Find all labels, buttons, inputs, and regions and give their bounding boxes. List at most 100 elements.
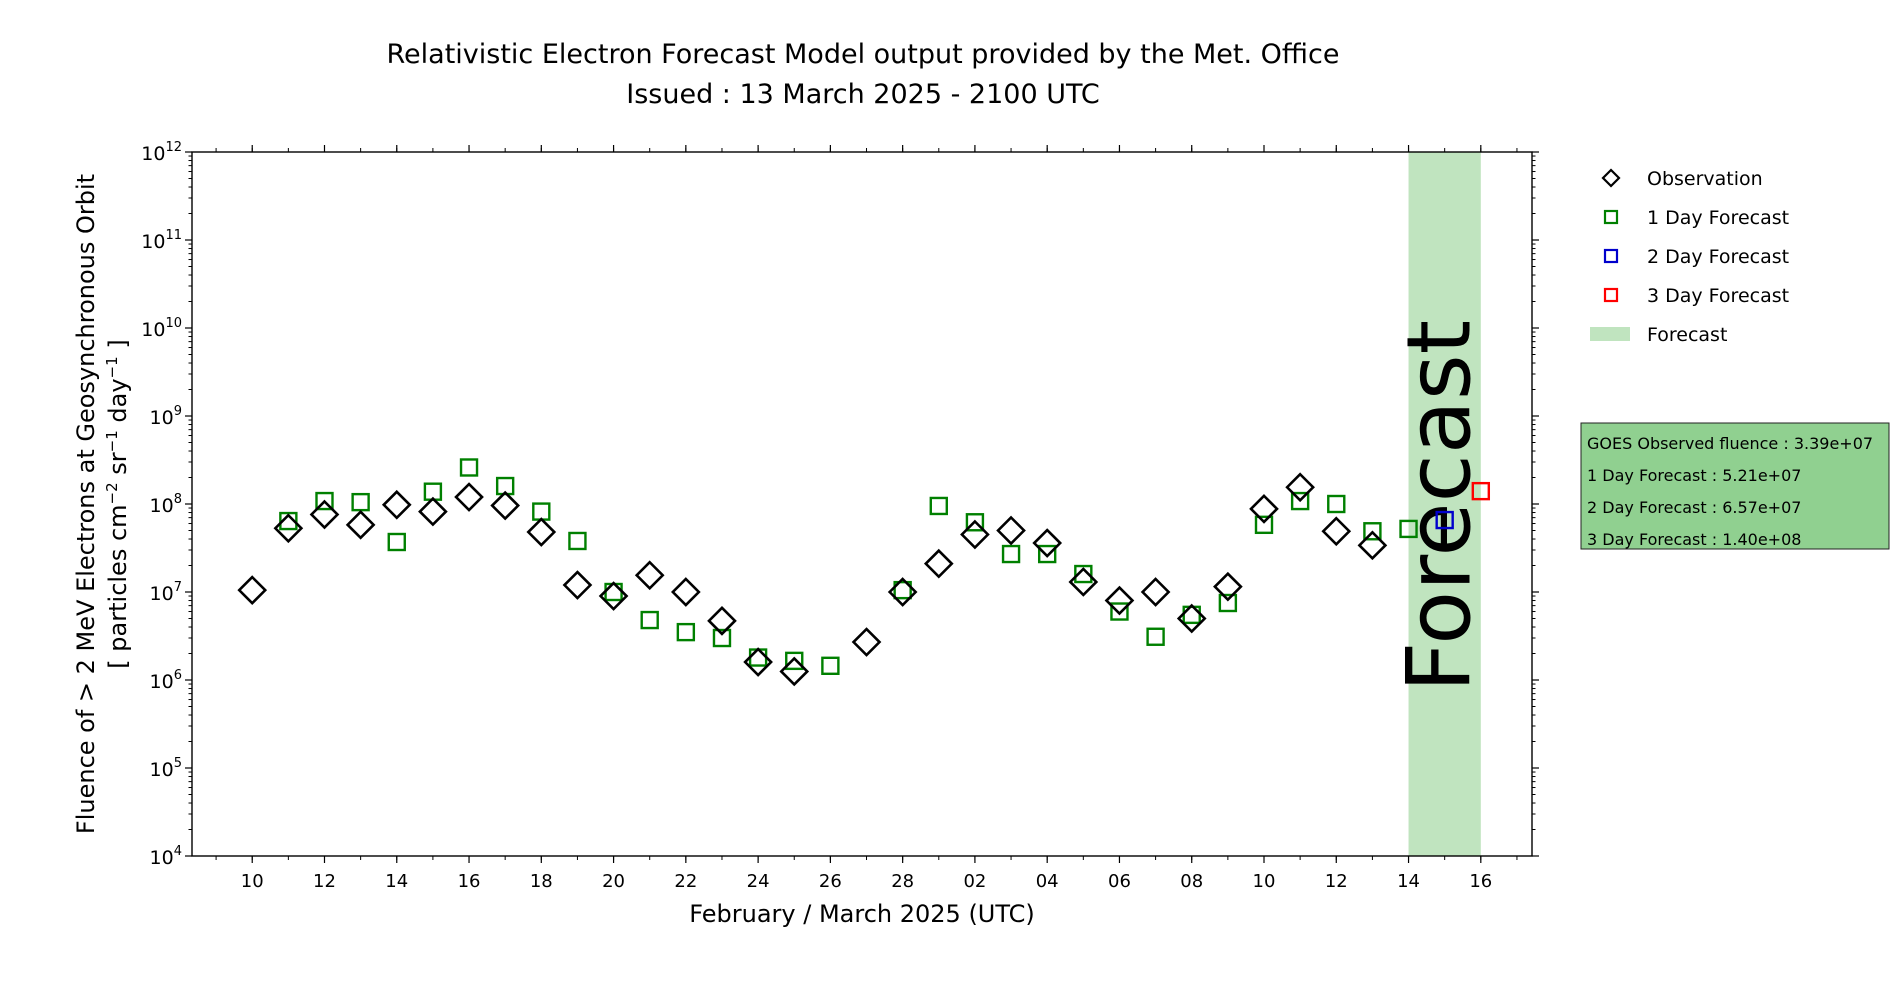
info-box-line: 3 Day Forecast : 1.40e+08 [1587,530,1801,549]
observation-point [454,482,484,512]
1-day-forecast-point [351,492,370,512]
1-day-forecast-point [929,496,948,516]
y-tick-label: 105 [150,756,182,781]
data-marker-layer [237,458,1491,687]
x-tick-label: 16 [1469,871,1492,892]
1-day-forecast-point [1110,602,1129,621]
info-box-background [1580,422,1890,550]
1-day-forecast-point [387,532,406,552]
observation-point [381,489,412,520]
x-tick-label: 16 [458,871,481,892]
observation-point [273,513,304,544]
observation-point [671,577,701,607]
legend-swatch-forecast [1590,327,1630,341]
1-day-forecast-point [1074,564,1093,584]
x-tick-label: 14 [385,871,408,892]
1-day-forecast-point [821,656,840,675]
x-tick-label: 10 [241,871,264,892]
1-day-forecast-point [893,580,912,600]
legend-marker-1-day-forecast [1603,209,1619,225]
observation-point [526,517,557,547]
x-tick-label: 12 [1325,871,1348,892]
observation-point [598,581,629,611]
observation-point [1104,585,1135,616]
1-day-forecast-point [315,491,334,511]
1-day-forecast-point [532,502,551,521]
observation-point [1213,571,1243,602]
chart-subtitle: Issued : 13 March 2025 - 2100 UTC [626,79,1100,110]
y-label-units-exp-c: −1 [103,356,121,378]
legend-label-observation: Observation [1647,168,1763,190]
observation-point [851,627,882,657]
info-box-line: 2 Day Forecast : 6.57e+07 [1587,498,1801,517]
legend-marker-3-day-forecast [1603,287,1619,303]
x-tick-label: 26 [819,871,842,892]
observation-point [237,575,268,605]
forecast-band [1408,152,1481,856]
observation-point [309,499,340,530]
y-label-units-c: day [104,378,132,430]
1-day-forecast-point [279,511,298,531]
1-day-forecast-point [965,513,985,532]
observation-point [345,509,376,540]
observation-point [707,606,737,636]
1-day-forecast-point [1182,605,1201,625]
y-axis-label-line1: Fluence of > 2 MeV Electrons at Geosynch… [72,174,100,834]
y-tick-label: 108 [150,492,182,517]
observation-point [634,560,665,591]
1-day-forecast-point [1254,515,1274,535]
1-day-forecast-point [712,628,732,648]
legend-label-forecast: Forecast [1647,324,1727,346]
observation-point [996,515,1026,546]
observation-point [1357,530,1388,561]
legend-marker-observation [1601,168,1621,188]
x-tick-label: 18 [530,871,553,892]
1-day-forecast-point [1363,522,1382,541]
1-day-forecast-point [640,610,659,630]
y-tick-label: 104 [150,844,182,869]
forecast-band-layer: Forecast [1388,152,1491,856]
y-tick-label: 1010 [141,316,182,341]
1-day-forecast-point [568,531,587,551]
observation-point [779,656,810,687]
observation-point [960,519,990,550]
observation-point [923,548,954,579]
x-tick-label: 04 [1036,871,1059,892]
info-box-line: GOES Observed fluence : 3.39e+07 [1587,434,1873,453]
observation-point [1249,494,1279,524]
x-tick-label: 24 [747,871,770,892]
observation-point [418,496,448,527]
1-day-forecast-point [1327,494,1346,514]
x-tick-label: 28 [891,871,914,892]
observation-point [1285,472,1315,503]
observation-point [562,570,593,600]
y-label-units-a: [ particles cm [104,504,132,668]
info-box-line: 1 Day Forecast : 5.21e+07 [1587,466,1801,485]
y-tick-label: 107 [150,580,182,605]
observation-point [1321,516,1352,547]
x-tick-label: 12 [313,871,336,892]
x-tick-label: 10 [1253,871,1276,892]
y-tick-label: 106 [150,668,182,693]
observation-point [1176,603,1207,634]
legend-label-1-day-forecast: 1 Day Forecast [1647,207,1789,229]
y-tick-label: 1012 [141,140,182,165]
x-tick-label: 06 [1108,871,1131,892]
observation-point [1068,567,1099,597]
legend-label-3-day-forecast: 3 Day Forecast [1647,285,1789,307]
1-day-forecast-point [459,458,479,477]
observation-point [490,490,521,521]
legend: Observation 1 Day Forecast 2 Day Forecast 3… [1590,168,1789,346]
observation-point [1032,528,1063,558]
y-tick-label: 1011 [141,228,182,253]
observation-point [1140,577,1171,607]
x-tick-label: 08 [1180,871,1203,892]
y-axis-label-line2: [ particles cm−2 sr−1 day−1 ] [103,339,132,668]
x-tick-label: 20 [602,871,625,892]
chart-title: Relativistic Electron Forecast Model out… [387,39,1340,70]
fluence-info-box: GOES Observed fluence : 3.39e+07 1 Day Fo… [1580,422,1890,550]
axis-tick-layer: 10 12 14 16 18 20 22 24 26 28 02 04 06 08 10 12 14 161041… [141,140,1539,892]
3-day-forecast-point [1471,481,1491,501]
y-tick-label: 109 [150,404,182,429]
